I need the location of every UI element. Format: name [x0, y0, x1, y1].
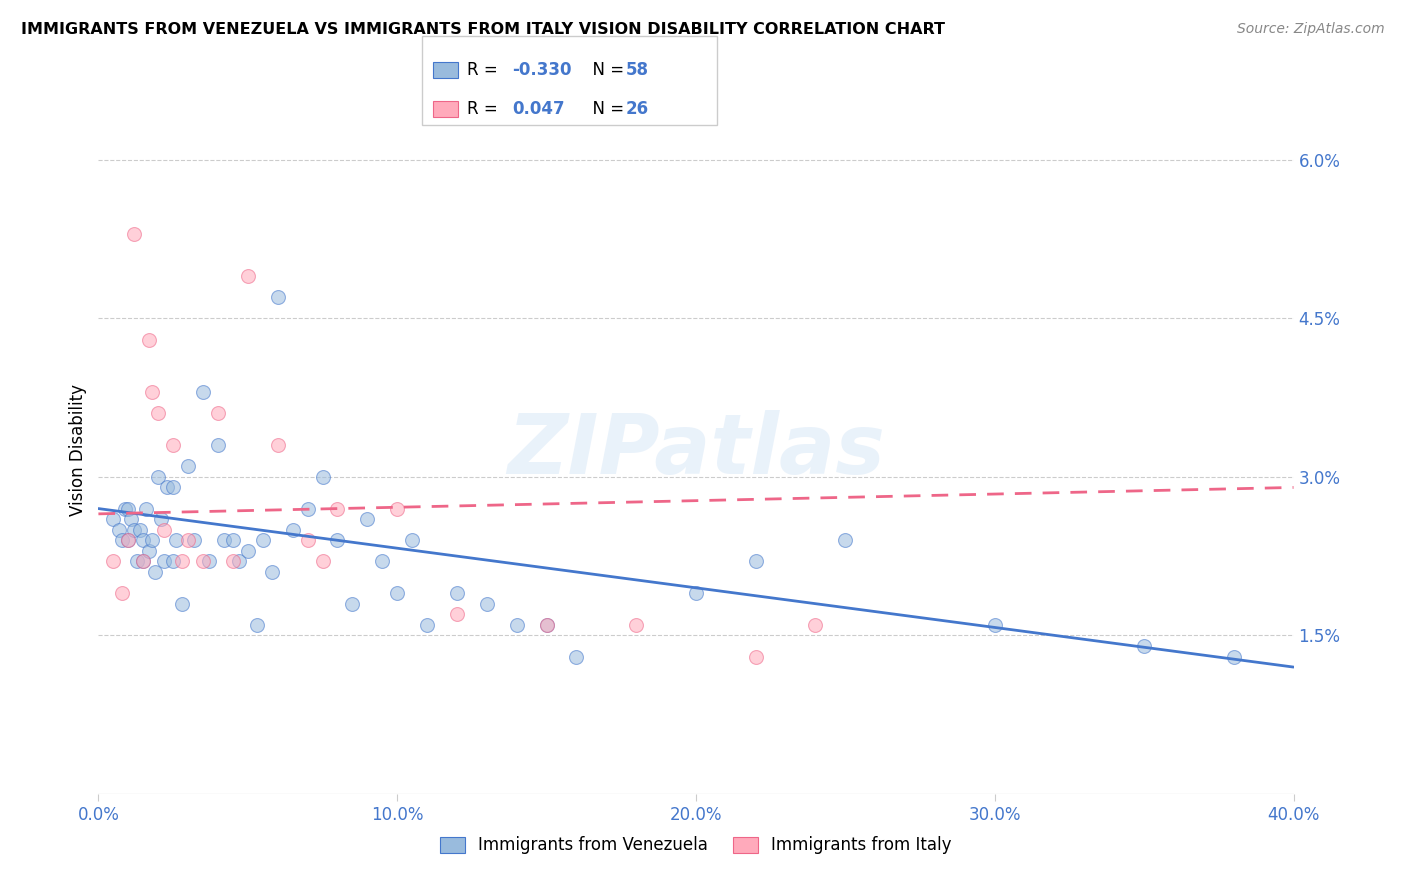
Text: 58: 58 [626, 61, 648, 78]
Point [446, 607, 468, 622]
Point [103, 512, 125, 526]
Point [207, 407, 229, 421]
Point [148, 470, 170, 484]
Point [162, 480, 184, 494]
Text: 0.047: 0.047 [512, 100, 564, 118]
Point [281, 523, 304, 537]
Point [356, 512, 378, 526]
Y-axis label: Vision Disability: Vision Disability [69, 384, 87, 516]
Point [108, 523, 131, 537]
Point [236, 269, 259, 284]
Point [127, 554, 149, 568]
Point [156, 480, 179, 494]
Point [416, 617, 439, 632]
Point [141, 533, 163, 548]
Point [385, 586, 409, 600]
Point [834, 533, 856, 548]
Point [132, 554, 155, 568]
Point [135, 501, 157, 516]
Point [685, 586, 707, 600]
Point [401, 533, 423, 548]
Point [222, 533, 245, 548]
Point [177, 459, 200, 474]
Point [267, 290, 290, 304]
Point [103, 554, 125, 568]
Point [153, 554, 176, 568]
Point [385, 501, 409, 516]
Point [111, 586, 134, 600]
Point [207, 438, 229, 452]
Text: R =: R = [467, 61, 503, 78]
Point [342, 597, 364, 611]
Point [311, 554, 333, 568]
Point [222, 554, 245, 568]
Point [141, 385, 163, 400]
Point [804, 617, 827, 632]
Point [536, 617, 558, 632]
Point [297, 501, 319, 516]
Point [246, 617, 269, 632]
Point [162, 554, 184, 568]
Point [153, 523, 176, 537]
Text: Source: ZipAtlas.com: Source: ZipAtlas.com [1237, 22, 1385, 37]
Point [212, 533, 235, 548]
Point [191, 385, 214, 400]
Point [297, 533, 319, 548]
Point [198, 554, 221, 568]
Point [124, 227, 146, 241]
Text: ZIPatlas: ZIPatlas [508, 410, 884, 491]
Point [326, 533, 349, 548]
Point [138, 333, 160, 347]
Point [260, 565, 283, 579]
Point [148, 407, 170, 421]
Point [326, 501, 349, 516]
Text: -0.330: -0.330 [512, 61, 571, 78]
Point [165, 533, 187, 548]
Point [124, 523, 146, 537]
Point [236, 544, 259, 558]
Point [143, 565, 166, 579]
Point [475, 597, 498, 611]
Point [129, 523, 152, 537]
Point [371, 554, 394, 568]
Text: R =: R = [467, 100, 503, 118]
Point [177, 533, 200, 548]
Point [132, 554, 155, 568]
Point [745, 554, 768, 568]
Point [536, 617, 558, 632]
Point [162, 438, 184, 452]
Point [183, 533, 205, 548]
Point [446, 586, 468, 600]
Point [1223, 649, 1246, 664]
Point [117, 533, 139, 548]
Legend: Immigrants from Venezuela, Immigrants from Italy: Immigrants from Venezuela, Immigrants fr… [433, 830, 959, 861]
Point [172, 554, 194, 568]
Point [506, 617, 529, 632]
Point [117, 501, 139, 516]
Point [745, 649, 768, 664]
Point [267, 438, 290, 452]
Text: 26: 26 [626, 100, 648, 118]
Point [984, 617, 1007, 632]
Point [117, 533, 139, 548]
Point [191, 554, 214, 568]
Point [172, 597, 194, 611]
Point [565, 649, 588, 664]
Point [132, 533, 155, 548]
Point [120, 512, 142, 526]
Point [626, 617, 648, 632]
Point [1133, 639, 1156, 653]
Text: N =: N = [582, 61, 630, 78]
Point [228, 554, 250, 568]
Point [311, 470, 333, 484]
Point [114, 501, 136, 516]
Point [252, 533, 274, 548]
Point [111, 533, 134, 548]
Point [150, 512, 173, 526]
Point [138, 544, 160, 558]
Text: N =: N = [582, 100, 630, 118]
Text: IMMIGRANTS FROM VENEZUELA VS IMMIGRANTS FROM ITALY VISION DISABILITY CORRELATION: IMMIGRANTS FROM VENEZUELA VS IMMIGRANTS … [21, 22, 945, 37]
